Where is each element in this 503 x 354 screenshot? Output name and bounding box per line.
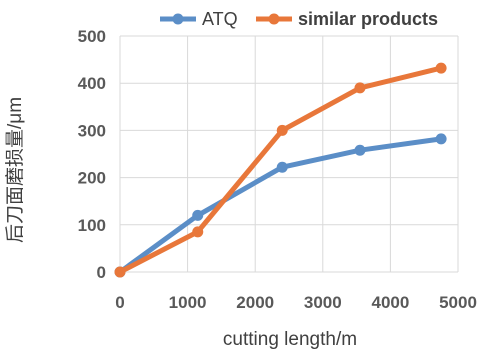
y-axis-label: 后刀面磨损量/μm (4, 97, 26, 243)
y-tick-label: 400 (78, 74, 106, 93)
x-tick-label: 5000 (439, 293, 477, 312)
y-tick-label: 300 (78, 121, 106, 140)
data-point-similar-products (192, 226, 204, 238)
data-point-atq (192, 209, 204, 221)
x-tick-label: 4000 (371, 293, 409, 312)
x-tick-label: 0 (115, 293, 124, 312)
data-point-similar-products (276, 124, 288, 136)
legend: ATQ similar products (160, 9, 438, 29)
legend-label-atq: ATQ (202, 9, 238, 29)
x-tick-label: 3000 (304, 293, 342, 312)
data-point-similar-products (435, 62, 447, 74)
y-tick-label: 200 (78, 169, 106, 188)
legend-marker-atq (172, 13, 184, 25)
data-point-similar-products (114, 266, 126, 278)
y-tick-label: 0 (97, 263, 106, 282)
series-layer (114, 62, 447, 278)
y-tick-label: 500 (78, 27, 106, 46)
y-tick-labels: 0 100 200 300 400 500 (78, 27, 106, 282)
data-point-similar-products (354, 82, 366, 94)
x-tick-labels: 0 1000 2000 3000 4000 5000 (115, 293, 477, 312)
data-point-atq (435, 133, 447, 145)
legend-label-similar: similar products (298, 9, 438, 29)
grid (119, 35, 459, 273)
x-tick-label: 2000 (236, 293, 274, 312)
x-tick-label: 1000 (169, 293, 207, 312)
data-point-atq (276, 161, 288, 173)
y-tick-label: 100 (78, 216, 106, 235)
x-axis-label: cutting length/m (223, 329, 357, 350)
legend-marker-similar (268, 13, 280, 25)
data-point-atq (354, 144, 366, 156)
series-line-atq (117, 136, 444, 275)
